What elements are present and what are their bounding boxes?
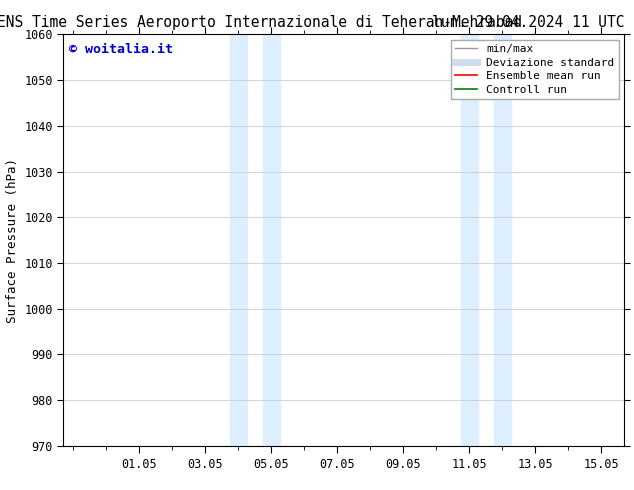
Bar bbox=[461, 34, 477, 446]
Text: © woitalia.it: © woitalia.it bbox=[69, 43, 173, 55]
Bar bbox=[263, 34, 280, 446]
Y-axis label: Surface Pressure (hPa): Surface Pressure (hPa) bbox=[6, 158, 19, 322]
Bar bbox=[230, 34, 247, 446]
Text: ENS Time Series Aeroporto Internazionale di Teheran-Mehrabad: ENS Time Series Aeroporto Internazionale… bbox=[0, 15, 522, 30]
Text: lun. 29.04.2024 11 UTC: lun. 29.04.2024 11 UTC bbox=[432, 15, 624, 30]
Bar bbox=[494, 34, 510, 446]
Legend: min/max, Deviazione standard, Ensemble mean run, Controll run: min/max, Deviazione standard, Ensemble m… bbox=[451, 40, 619, 99]
